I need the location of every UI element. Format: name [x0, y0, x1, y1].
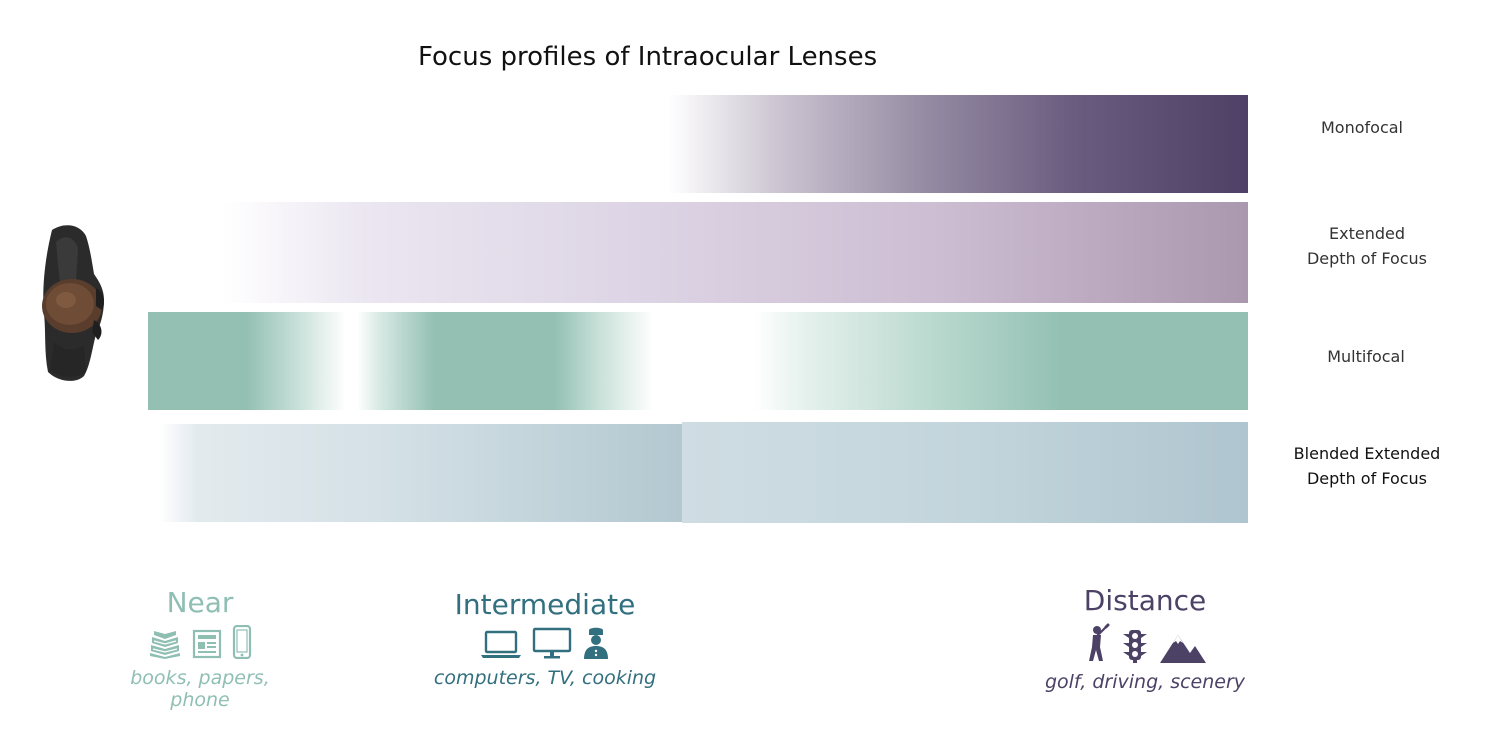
zone-intermediate-examples: computers, TV, cooking	[433, 667, 657, 689]
zone-intermediate-heading: Intermediate	[454, 588, 636, 621]
zone-intermediate: Intermediate computers, TV, cooking	[430, 588, 660, 689]
phone-icon	[232, 625, 252, 659]
monitor-icon	[532, 627, 572, 659]
label-line: Extended	[1329, 224, 1405, 243]
person-topdown-icon	[42, 225, 104, 381]
zone-intermediate-icons	[430, 627, 660, 659]
label-monofocal: Monofocal	[1262, 115, 1462, 140]
label-line: Blended Extended	[1293, 444, 1441, 463]
zone-near: Near books, papers, phone	[100, 586, 300, 711]
edof-focus-bar	[222, 202, 1248, 303]
zone-near-heading: Near	[166, 586, 234, 619]
laptop-icon	[481, 630, 521, 658]
label-line: Depth of Focus	[1306, 469, 1428, 488]
mountains-icon	[1160, 635, 1206, 663]
chef-icon	[584, 627, 608, 659]
multifocal-focus-bar	[148, 312, 1248, 410]
zone-distance-examples: golf, driving, scenery	[1044, 671, 1246, 693]
label-blended-extended-depth-of-focus: Blended Extended Depth of Focus	[1267, 441, 1467, 491]
diagram-title: Focus profiles of Intraocular Lenses	[418, 42, 878, 72]
label-line: Multifocal	[1327, 347, 1405, 366]
newspaper-icon	[192, 629, 222, 659]
zone-near-examples: books, papers, phone	[130, 667, 270, 711]
monofocal-focus-bar	[668, 95, 1248, 193]
blended-edof-near-segment	[160, 424, 682, 522]
traffic-light-icon	[1123, 630, 1147, 663]
books-icon	[150, 631, 180, 659]
zone-distance: Distance golf, driving, scenery	[1040, 584, 1250, 693]
label-line: Depth of Focus	[1306, 249, 1428, 268]
label-line: Monofocal	[1321, 118, 1403, 137]
blended-edof-distance-segment	[682, 422, 1248, 523]
zone-distance-heading: Distance	[1083, 584, 1207, 617]
label-extended-depth-of-focus: Extended Depth of Focus	[1267, 221, 1467, 271]
golfer-icon	[1089, 623, 1110, 661]
zone-near-icons	[100, 625, 300, 659]
label-multifocal: Multifocal	[1266, 344, 1466, 369]
zone-distance-icons	[1040, 623, 1250, 663]
